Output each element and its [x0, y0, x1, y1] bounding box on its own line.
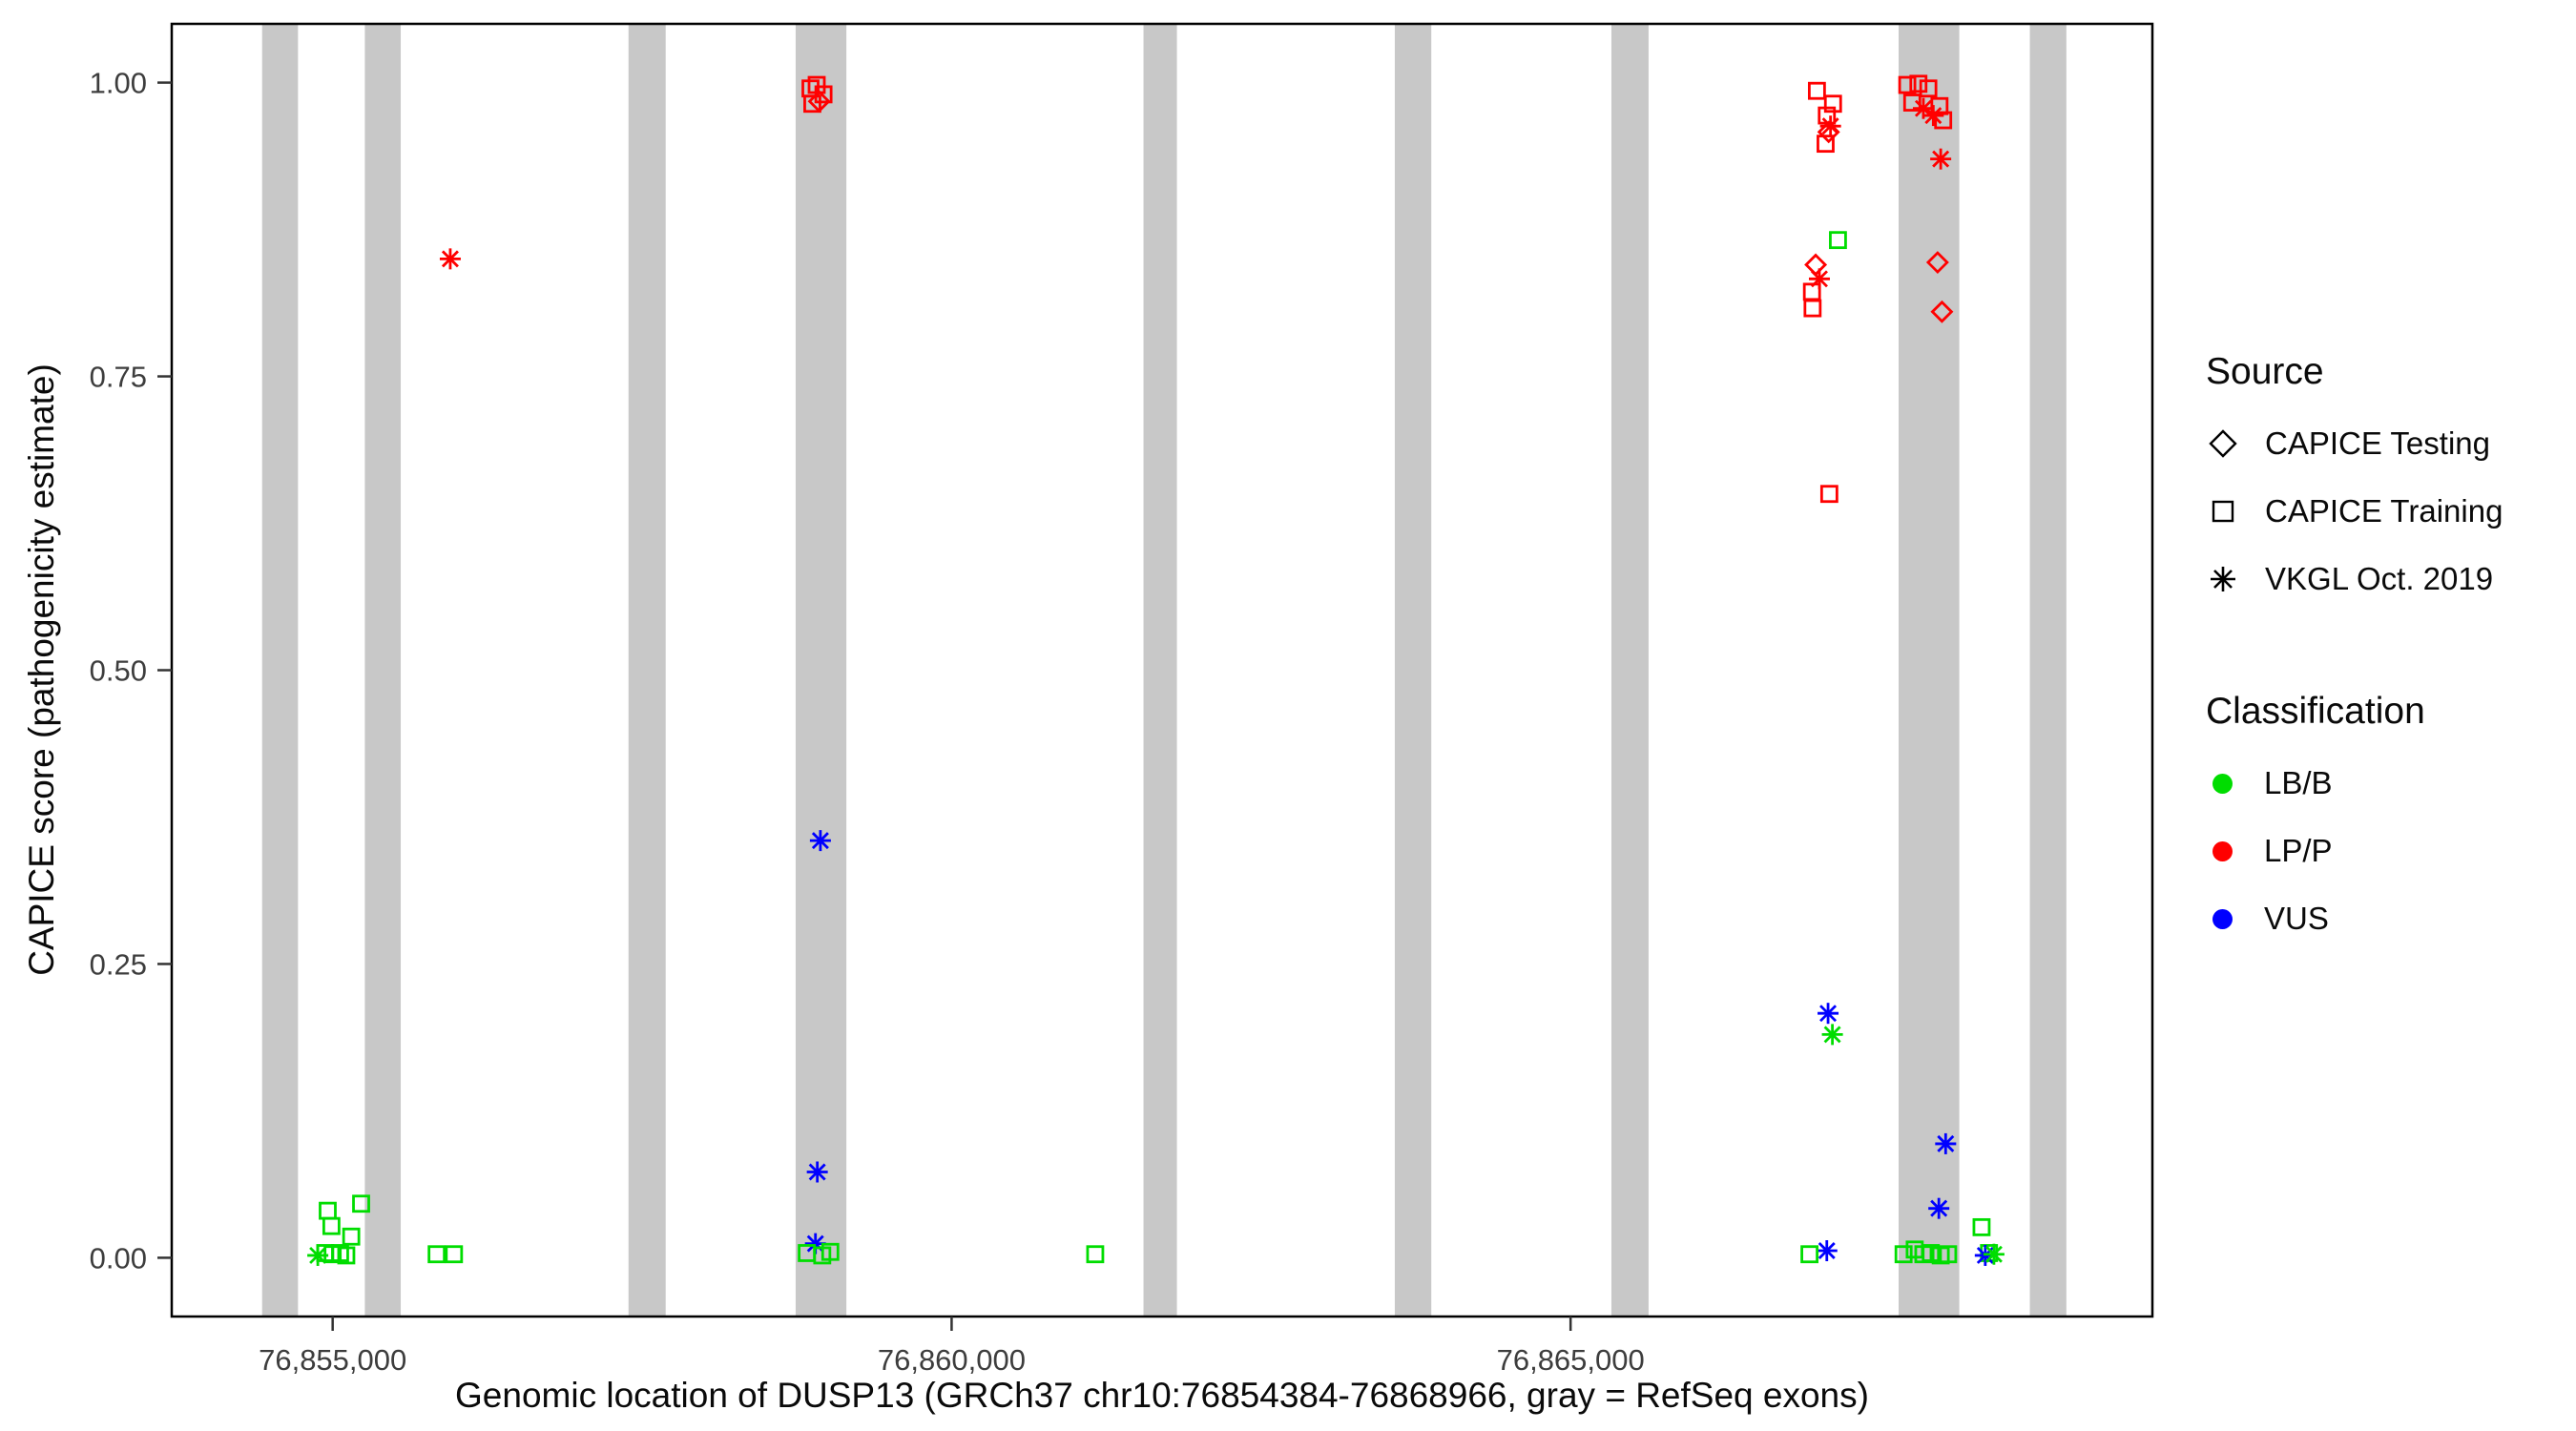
- data-point-square: [445, 1245, 464, 1264]
- square-icon: [2212, 500, 2234, 523]
- data-point-diamond: [807, 90, 831, 114]
- y-tick-label: 0.25: [90, 947, 147, 981]
- lbb-dot-icon: [2212, 773, 2233, 794]
- x-axis-title: Genomic location of DUSP13 (GRCh37 chr10…: [455, 1376, 1869, 1415]
- legend-item-capice-training: CAPICE Training: [2206, 487, 2503, 535]
- legend-source-title: Source: [2206, 351, 2324, 392]
- data-point-asterisk: [1930, 148, 1952, 170]
- legend-item-lbb: LB/B: [2206, 759, 2503, 807]
- data-point-square: [1803, 299, 1822, 318]
- data-point-square: [322, 1216, 341, 1235]
- data-point-square: [1829, 231, 1847, 250]
- exon-bar: [261, 24, 299, 1317]
- data-point-square: [319, 1201, 337, 1220]
- data-point-square: [1823, 94, 1842, 114]
- legend-item-capice-testing: CAPICE Testing: [2206, 420, 2503, 467]
- data-point-square: [1086, 1245, 1105, 1264]
- data-point-asterisk: [1821, 1024, 1843, 1046]
- exon-bar: [1610, 24, 1649, 1317]
- y-tick-label: 0.50: [90, 654, 147, 688]
- x-tick-label: 76,860,000: [878, 1343, 1026, 1377]
- data-point-diamond: [1804, 253, 1828, 277]
- data-point-square: [1800, 1245, 1818, 1264]
- asterisk-icon: [2211, 567, 2235, 591]
- data-point-asterisk: [1818, 1003, 1839, 1025]
- data-point-square: [1819, 485, 1839, 504]
- data-point-square: [1909, 74, 1928, 93]
- data-point-asterisk: [806, 1161, 828, 1183]
- y-tick-label: 1.00: [90, 67, 147, 100]
- data-point-square: [1939, 1245, 1958, 1264]
- data-point-square: [1894, 1245, 1913, 1264]
- data-point-square: [1934, 111, 1953, 130]
- data-point-asterisk: [1928, 1197, 1950, 1219]
- legend-item-vkgl: VKGL Oct. 2019: [2206, 555, 2503, 603]
- legend-item-label: VUS: [2264, 901, 2329, 936]
- y-tick-label: 0.75: [90, 361, 147, 394]
- legend: Source CAPICE Testing CAPICE Training: [2206, 351, 2503, 963]
- data-point-square: [1807, 81, 1826, 100]
- y-tick-label: 0.00: [90, 1241, 147, 1275]
- data-point-square: [331, 1244, 349, 1262]
- data-point-square: [342, 1227, 361, 1246]
- data-point-diamond: [1817, 120, 1840, 144]
- legend-item-label: LB/B: [2264, 765, 2333, 800]
- data-point-asterisk: [439, 248, 461, 270]
- data-point-square: [1972, 1217, 1991, 1236]
- data-point-square: [1922, 1244, 1941, 1262]
- legend-item-label: VKGL Oct. 2019: [2265, 561, 2494, 596]
- exon-bar: [1394, 24, 1432, 1317]
- data-point-square: [1919, 79, 1938, 98]
- data-point-diamond: [1925, 251, 1949, 275]
- data-point-asterisk: [1912, 97, 1934, 119]
- data-point-asterisk: [1922, 105, 1944, 127]
- data-point-square: [427, 1245, 447, 1264]
- legend-item-label: LP/P: [2264, 833, 2333, 868]
- exon-bar: [1143, 24, 1177, 1317]
- y-axis-title: CAPICE score (pathogenicity estimate): [22, 363, 61, 976]
- lpp-dot-icon: [2212, 840, 2233, 861]
- legend-classification-title: Classification: [2206, 691, 2425, 732]
- data-point-square: [821, 1242, 840, 1261]
- data-point-square: [1817, 135, 1835, 154]
- legend-source-group: Source CAPICE Testing CAPICE Training: [2206, 351, 2503, 603]
- legend-item-label: CAPICE Training: [2265, 493, 2503, 529]
- data-point-square: [337, 1246, 356, 1265]
- data-point-diamond: [1930, 300, 1954, 323]
- x-tick-label: 76,855,000: [259, 1343, 406, 1377]
- legend-classification-group: Classification LB/B LP/P VUS: [2206, 691, 2503, 943]
- data-point-square: [803, 94, 821, 114]
- exon-bar: [795, 24, 847, 1317]
- legend-item-lpp: LP/P: [2206, 827, 2503, 875]
- data-point-square: [1902, 93, 1922, 112]
- data-point-asterisk: [809, 830, 831, 852]
- legend-item-vus: VUS: [2206, 895, 2503, 943]
- exon-bar: [628, 24, 666, 1317]
- diamond-icon: [2209, 429, 2237, 458]
- x-tick-label: 76,865,000: [1497, 1343, 1645, 1377]
- exon-bar: [2029, 24, 2067, 1317]
- data-point-square: [352, 1194, 370, 1213]
- legend-item-label: CAPICE Testing: [2265, 425, 2490, 461]
- vus-dot-icon: [2212, 908, 2233, 929]
- data-point-asterisk: [1983, 1243, 2005, 1265]
- exon-bar: [1899, 24, 1960, 1317]
- data-point-asterisk: [1816, 1240, 1838, 1262]
- exon-bar: [364, 24, 402, 1317]
- data-point-square: [1898, 75, 1917, 94]
- data-point-asterisk: [1935, 1132, 1957, 1154]
